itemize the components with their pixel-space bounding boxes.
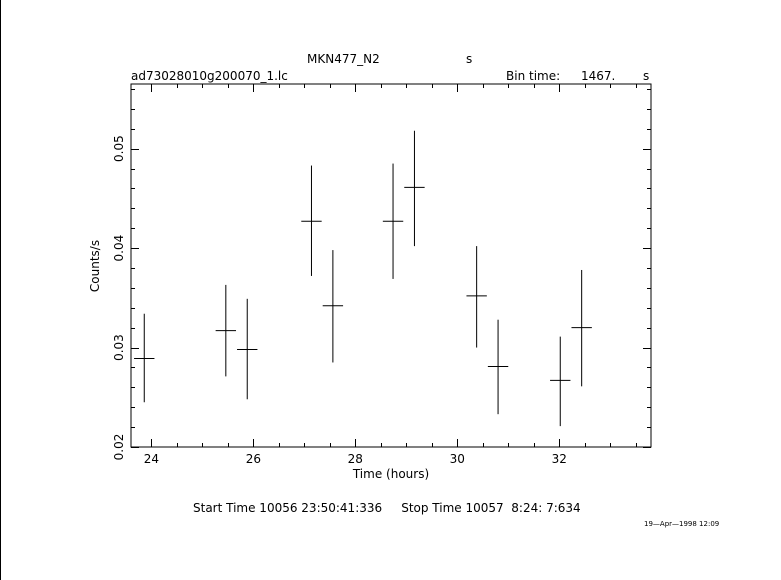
- data-point: [571, 269, 592, 387]
- data-point: [487, 319, 509, 415]
- start-stop-times: Start Time 10056 23:50:41:336 Stop Time …: [193, 501, 581, 515]
- data-point: [404, 130, 425, 247]
- bin-time-value: 1467.: [581, 69, 616, 83]
- date-stamp: 19—Apr—1998 12:09: [644, 520, 720, 528]
- x-tick-label: 32: [552, 452, 567, 466]
- x-tick-label: 24: [144, 452, 159, 466]
- data-point: [215, 284, 237, 377]
- title-units: s: [466, 52, 473, 66]
- y-tick-label: 0.05: [112, 135, 126, 162]
- y-tick-labels: 0.02 0.03 0.04 0.05: [112, 135, 126, 460]
- data-point: [466, 246, 487, 348]
- plot-frame: [130, 83, 652, 448]
- data-point: [301, 165, 322, 276]
- chart-title: MKN477_N2: [307, 52, 380, 66]
- bin-time-label: Bin time:: [506, 69, 561, 83]
- data-point: [322, 250, 344, 363]
- data-point: [382, 163, 404, 279]
- x-axis-label: Time (hours): [352, 467, 429, 481]
- data-point: [134, 313, 155, 403]
- y-tick-label: 0.04: [112, 235, 126, 262]
- x-tick-label: 28: [348, 452, 363, 466]
- x-tick-label: 30: [450, 452, 465, 466]
- data-point: [550, 336, 571, 427]
- y-axis-label: Counts/s: [88, 240, 102, 292]
- y-tick-label: 0.02: [112, 434, 126, 461]
- data-points: [134, 130, 592, 427]
- window-left-border: [0, 0, 1, 580]
- x-tick-label: 26: [246, 452, 261, 466]
- file-name: ad73028010g200070_1.lc: [131, 69, 288, 83]
- y-tick-label: 0.03: [112, 334, 126, 361]
- data-point: [237, 298, 258, 400]
- x-tick-labels: 24 26 28 30 32: [144, 452, 567, 466]
- bin-time-units: s: [643, 69, 650, 83]
- axis-ticks: [131, 84, 651, 448]
